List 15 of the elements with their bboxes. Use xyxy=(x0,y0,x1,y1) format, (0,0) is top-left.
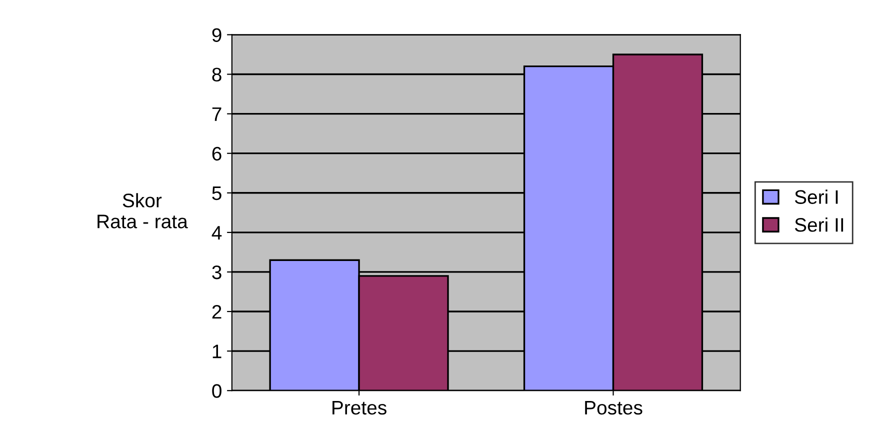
legend-label: Seri II xyxy=(794,218,844,232)
y-tick-label: 5 xyxy=(212,186,222,200)
y-axis-title: Skor Rata - rata xyxy=(98,193,188,228)
x-tick-label: Pretes xyxy=(332,401,386,415)
y-tick-label: 3 xyxy=(212,265,222,280)
y-tick-label: 7 xyxy=(212,107,222,121)
y-tick-label: 1 xyxy=(212,344,222,358)
y-tick-label: 2 xyxy=(212,304,222,319)
x-tick-label: Postes xyxy=(585,401,642,415)
y-tick-label: 0 xyxy=(212,384,222,398)
y-tick-label: 4 xyxy=(212,226,222,240)
y-tick-label: 9 xyxy=(212,28,222,42)
y-tick-label: 6 xyxy=(212,146,222,161)
y-tick-label: 8 xyxy=(212,68,222,82)
legend-label: Seri I xyxy=(794,190,838,204)
